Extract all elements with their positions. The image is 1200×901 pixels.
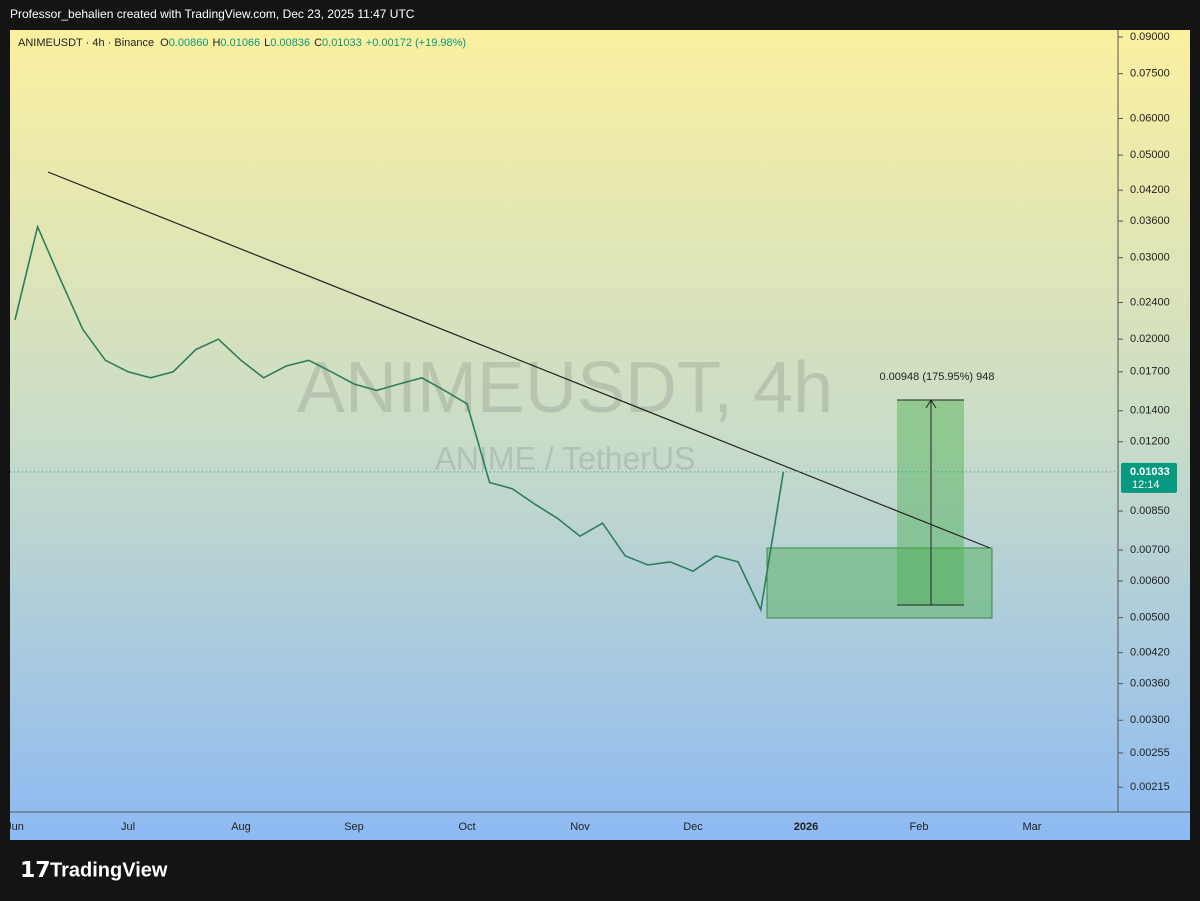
y-tick-label: 0.00215 bbox=[1130, 781, 1170, 793]
y-tick-label: 0.00500 bbox=[1130, 612, 1170, 624]
y-tick-label: 0.09000 bbox=[1130, 31, 1170, 43]
chart-background bbox=[10, 30, 1190, 840]
ohlc-value: 0.00836 bbox=[270, 37, 310, 49]
y-tick-label: 0.07500 bbox=[1130, 68, 1170, 80]
frame-left bbox=[0, 0, 10, 901]
brand-logo: 𝟭𝟳 bbox=[20, 857, 51, 882]
series-layer bbox=[14, 224, 785, 613]
x-tick-label: Jul bbox=[121, 821, 135, 833]
trendline bbox=[47, 171, 991, 549]
frame-right bbox=[1190, 0, 1200, 901]
y-tick-label: 0.00255 bbox=[1130, 747, 1170, 759]
measure-arrowhead bbox=[925, 399, 937, 409]
ohlc-value: 0.00860 bbox=[169, 37, 209, 49]
countdown: 12:14 bbox=[1132, 479, 1160, 491]
x-tick-label: Nov bbox=[570, 821, 590, 833]
legend-symbol: ANIMEUSDT · 4h · Binance bbox=[18, 37, 154, 49]
last-price-label: 0.01033 bbox=[1130, 466, 1170, 478]
y-tick-label: 0.03000 bbox=[1130, 252, 1170, 264]
x-tick-label: Mar bbox=[1023, 821, 1042, 833]
y-tick-label: 0.01400 bbox=[1130, 405, 1170, 417]
ohlc-key: O bbox=[160, 37, 169, 49]
price-line bbox=[14, 224, 785, 613]
y-tick-label: 0.05000 bbox=[1130, 149, 1170, 161]
watermark-title: ANIMEUSDT, 4h bbox=[297, 348, 833, 428]
y-tick-label: 0.01200 bbox=[1130, 436, 1170, 448]
y-tick-label: 0.03600 bbox=[1130, 215, 1170, 227]
brand: TradingView bbox=[50, 859, 168, 881]
ohlc-value: 0.01066 bbox=[220, 37, 260, 49]
y-tick-label: 0.00700 bbox=[1130, 544, 1170, 556]
x-tick-label: Oct bbox=[458, 821, 475, 833]
y-tick-label: 0.00300 bbox=[1130, 714, 1170, 726]
x-tick-label: Aug bbox=[231, 821, 251, 833]
ohlc-key: C bbox=[314, 37, 322, 49]
x-tick-label: Sep bbox=[344, 821, 364, 833]
y-tick-label: 0.00360 bbox=[1130, 678, 1170, 690]
y-tick-label: 0.00420 bbox=[1130, 647, 1170, 659]
y-tick-label: 0.01700 bbox=[1130, 366, 1170, 378]
x-tick-label: Jun bbox=[6, 821, 24, 833]
measure-label: 0.00948 (175.95%) 948 bbox=[880, 371, 995, 383]
legend: ANIMEUSDT · 4h · Binance O0.00860 H0.01066… bbox=[18, 37, 466, 49]
y-tick-label: 0.02400 bbox=[1130, 296, 1170, 308]
ohlc-value: 0.01033 bbox=[322, 37, 362, 49]
watermark-subtitle: ANIME / TetherUS bbox=[435, 440, 696, 476]
ohlc-key: L bbox=[264, 37, 270, 49]
x-tick-label: Dec bbox=[683, 821, 703, 833]
last-price-box bbox=[1121, 462, 1177, 493]
ohlc-key: H bbox=[212, 37, 220, 49]
footer-bg bbox=[10, 840, 1190, 901]
y-tick-label: 0.00600 bbox=[1130, 575, 1170, 587]
x-tick-label: 2026 bbox=[794, 821, 818, 833]
y-tick-label: 0.06000 bbox=[1130, 112, 1170, 124]
attribution: Professor_behalien created with TradingV… bbox=[10, 7, 415, 21]
y-tick-label: 0.00850 bbox=[1130, 505, 1170, 517]
demand-zone bbox=[766, 547, 993, 619]
x-tick-label: Feb bbox=[910, 821, 929, 833]
y-tick-label: 0.04200 bbox=[1130, 184, 1170, 196]
change: +0.00172 (+19.98%) bbox=[366, 37, 466, 49]
y-tick-label: 0.02000 bbox=[1130, 333, 1170, 345]
